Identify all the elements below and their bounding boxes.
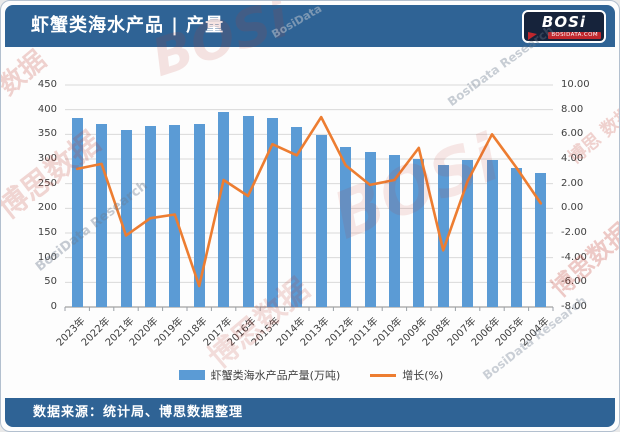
- bar-2022年: [96, 123, 108, 307]
- bar-2010年: [388, 155, 400, 307]
- y-tick-label-right: 0.00: [561, 202, 584, 214]
- legend-label-production: 虾蟹类海水产品产量(万吨): [210, 369, 341, 382]
- header-bar: 虾蟹类海水产品 | 产量 BOSi BOSIDATA.COM: [5, 5, 615, 47]
- y-tick-label-left: 50: [44, 276, 57, 288]
- legend-item-production: 虾蟹类海水产品产量(万吨): [178, 367, 341, 383]
- plot-area: [64, 84, 554, 311]
- legend-label-growth: 增长(%): [402, 369, 444, 382]
- y-tick-label-left: 450: [37, 79, 57, 90]
- legend-swatch-growth: [370, 373, 397, 377]
- y-tick-label-left: 350: [37, 128, 57, 140]
- y-tick-label-right: -6.00: [561, 276, 587, 288]
- footer-bar: 数据来源：统计局、博思数据整理: [5, 398, 615, 427]
- y-tick-label-left: 200: [37, 202, 57, 214]
- brand-logo: BOSi BOSIDATA.COM: [522, 10, 606, 43]
- bar-2005年: [510, 168, 522, 307]
- line-svg: [75, 115, 543, 288]
- y-tick-label-right: 2.00: [561, 177, 584, 189]
- y-tick-label-right: -2.00: [561, 226, 587, 238]
- bar-2017年: [218, 111, 230, 307]
- bar-2016年: [242, 116, 254, 307]
- y-tick-label-left: 250: [37, 177, 57, 189]
- y-tick-label-left: 400: [37, 103, 57, 115]
- legend-item-growth: 增长(%): [370, 367, 443, 383]
- y-tick-label-left: 0: [50, 301, 57, 312]
- bar-2007年: [462, 160, 474, 307]
- y-tick-label-left: 150: [37, 226, 57, 238]
- y-tick-label-right: 10.00: [561, 79, 590, 90]
- data-source-text: 数据来源：统计局、博思数据整理: [33, 405, 244, 420]
- page-title: 虾蟹类海水产品 | 产量: [31, 15, 225, 36]
- growth-line: [75, 115, 543, 288]
- logo-triangle-icon: [528, 30, 537, 40]
- bar-2008年: [437, 165, 449, 307]
- y-axis-left: 450 400 350 300 250 200 150 100 50 0: [1, 79, 57, 312]
- legend-swatch-production: [178, 370, 205, 380]
- bar-2012年: [340, 146, 352, 307]
- bar-2015年: [266, 118, 278, 307]
- legend: 虾蟹类海水产品产量(万吨) 增长(%): [1, 367, 619, 383]
- y-tick-label-left: 100: [37, 251, 57, 263]
- bar-2020年: [144, 126, 156, 307]
- y-tick-label-right: 4.00: [561, 152, 584, 164]
- bar-2023年: [71, 118, 83, 307]
- bar-2006年: [486, 160, 498, 307]
- bar-2009年: [413, 158, 425, 307]
- bar-2004年: [535, 172, 547, 307]
- y-tick-label-right: 8.00: [561, 103, 584, 115]
- bar-2013年: [315, 134, 327, 307]
- logo-text: BOSi: [541, 13, 587, 31]
- y-axis-right: 10.00 8.00 6.00 4.00 2.00 0.00 -2.00 -4.00 -6.00…: [561, 79, 607, 312]
- y-tick-label-right: 6.00: [561, 128, 584, 140]
- logo-domain: BOSIDATA.COM: [548, 32, 601, 39]
- y-tick-label-right: -4.00: [561, 251, 587, 263]
- y-tick-label-left: 300: [37, 152, 57, 164]
- bar-2018年: [193, 123, 205, 307]
- x-axis-labels: 2023年 2022年 2021年 2020年 2019年 2018年 2017年 2016年…: [55, 310, 553, 352]
- bar-2011年: [364, 152, 376, 307]
- y-tick-label-right: -8.00: [561, 301, 587, 312]
- bar-2014年: [291, 127, 303, 307]
- bar-2021年: [120, 130, 132, 307]
